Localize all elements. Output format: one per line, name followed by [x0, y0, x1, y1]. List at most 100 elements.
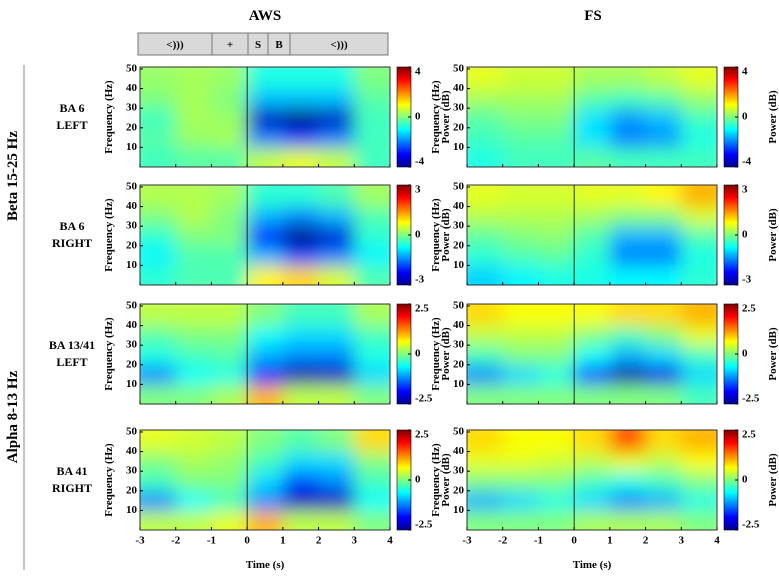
heatmap: [467, 430, 717, 530]
colorbar-tick-label: -3: [415, 274, 425, 286]
heatmap-cell: [175, 245, 212, 266]
x-tick-label: 3: [352, 535, 358, 547]
panel-frame: [466, 66, 718, 168]
heatmap-cell: [282, 245, 320, 266]
region-label-line: BA 41: [56, 464, 87, 478]
heatmap-cell: [318, 67, 355, 90]
y-axis-label: Frequency (Hz): [430, 80, 442, 154]
heatmap-cell: [318, 471, 355, 492]
heatmap-cell: [354, 471, 390, 492]
x-tick-label: 1: [607, 535, 613, 547]
heatmap-cell: [609, 471, 647, 492]
heatmap-cell: [467, 304, 504, 327]
y-tick-label: 50: [126, 299, 138, 311]
heatmap-cell: [467, 206, 504, 227]
heatmap-cell: [318, 245, 355, 266]
heatmap-cell: [609, 147, 647, 167]
stimulus-bar: <))) + S B <))): [137, 32, 389, 56]
heatmap-cell: [140, 384, 177, 404]
heatmap-cell: [318, 147, 355, 167]
group-label: Beta 15-25 Hz: [5, 131, 21, 221]
heatmap-cell: [681, 451, 717, 472]
heatmap-cell: [247, 127, 284, 148]
heatmap-cell: [318, 226, 355, 247]
heatmap-cell: [354, 127, 390, 148]
heatmap-cell: [211, 364, 248, 385]
y-tick-label: 50: [453, 425, 465, 437]
heatmap-cell: [467, 108, 504, 129]
heatmap-cell: [175, 490, 212, 511]
heatmap-cell: [211, 510, 248, 530]
heatmap-cell: [574, 226, 611, 247]
heatmap-cell: [211, 325, 248, 346]
heatmap-cell: [681, 67, 717, 90]
heatmap-cell: [175, 364, 212, 385]
heatmap-cells: [140, 430, 390, 530]
heatmap-cell: [282, 510, 320, 530]
heatmap-cell: [574, 67, 611, 90]
heatmap-cell: [318, 451, 355, 472]
heatmap-cell: [175, 226, 212, 247]
heatmap-cell: [140, 226, 177, 247]
x-tick-label: 3: [679, 535, 685, 547]
heatmap-cell: [645, 430, 682, 453]
heatmap-cell: [645, 185, 682, 208]
heatmap-cell: [175, 147, 212, 167]
heatmap-cell: [318, 108, 355, 129]
heatmap-cell: [574, 510, 611, 530]
heatmap-cell: [354, 108, 390, 129]
y-tick-label: 30: [453, 465, 465, 477]
heatmap-cell: [574, 325, 611, 346]
heatmap-cell: [645, 364, 682, 385]
heatmap-cell: [211, 384, 248, 404]
heatmap-cell: [175, 127, 212, 148]
heatmap-cell: [467, 384, 504, 404]
heatmap-cell: [318, 430, 355, 453]
heatmap-cell: [538, 88, 575, 109]
stimulus-label: B: [275, 39, 283, 51]
colorbar-tick-label: 0: [415, 229, 421, 241]
region-label: BA 41 RIGHT: [52, 464, 92, 495]
heatmap-cell: [140, 490, 177, 511]
heatmap-cell: [247, 185, 284, 208]
x-tick-label: -2: [171, 535, 181, 547]
y-tick-label: 50: [126, 62, 138, 74]
region-label-line: RIGHT: [52, 481, 92, 495]
heatmap-cell: [175, 206, 212, 227]
x-tick-label: 4: [387, 535, 393, 547]
region-label-line: BA 6: [59, 101, 84, 115]
y-tick-label: 30: [126, 220, 138, 232]
x-tick-label: 0: [571, 535, 577, 547]
heatmap-cell: [354, 510, 390, 530]
heatmap-cell: [140, 325, 177, 346]
panel-frame: [466, 303, 718, 405]
y-tick-label: 30: [453, 102, 465, 114]
heatmap-cell: [502, 325, 539, 346]
heatmap-cell: [354, 430, 390, 453]
heatmap-cell: [681, 325, 717, 346]
heatmap-cell: [609, 265, 647, 285]
region-label: BA 6 RIGHT: [52, 219, 92, 250]
x-tick-label: -3: [462, 535, 472, 547]
heatmap-cell: [467, 147, 504, 167]
heatmap-cell: [354, 304, 390, 327]
y-axis-label: Frequency (Hz): [430, 443, 442, 517]
heatmap-cell: [282, 451, 320, 472]
heatmap-cell: [318, 510, 355, 530]
panel-frame: [466, 429, 718, 531]
y-axis-label: Frequency (Hz): [103, 443, 115, 517]
heatmap-cell: [681, 265, 717, 285]
heatmap-cell: [574, 345, 611, 366]
heatmap-cell: [354, 185, 390, 208]
heatmap-cell: [574, 430, 611, 453]
heatmap-cell: [574, 88, 611, 109]
y-tick-label: 40: [453, 445, 465, 457]
heatmap-cell: [247, 510, 284, 530]
heatmap-cell: [538, 364, 575, 385]
heatmap-cell: [574, 364, 611, 385]
heatmap-cell: [247, 430, 284, 453]
colorbar-tick-label: 0: [415, 111, 421, 123]
heatmap-cell: [282, 206, 320, 227]
heatmap-cell: [247, 108, 284, 129]
region-label: BA 6 LEFT: [56, 101, 87, 132]
